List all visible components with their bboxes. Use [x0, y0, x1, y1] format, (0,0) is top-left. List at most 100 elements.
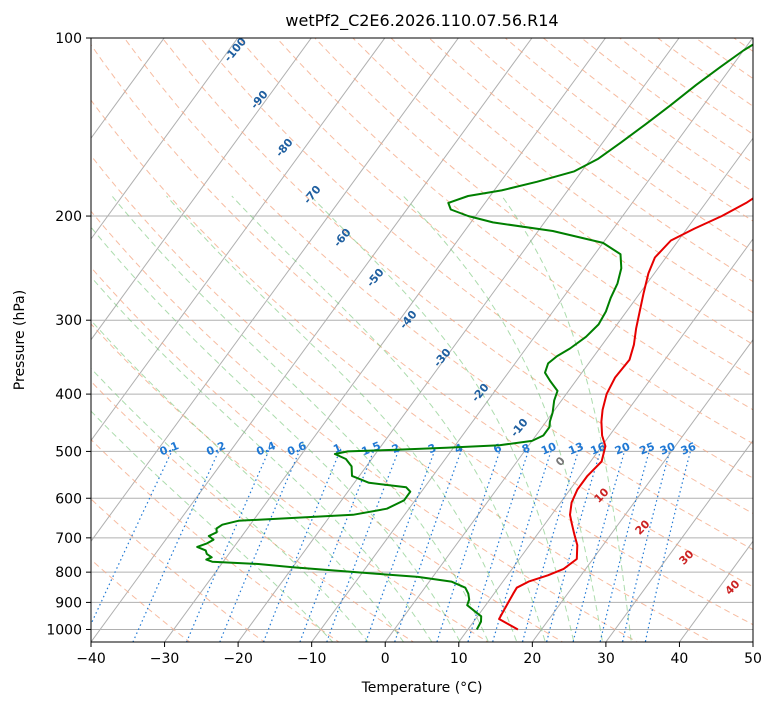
dry-adiabat-line	[91, 323, 489, 642]
mixing-ratio-label: 1	[331, 441, 343, 456]
mixing-ratio-line	[219, 448, 301, 642]
x-axis-label: Temperature (°C)	[361, 680, 483, 696]
x-tick-label: 30	[597, 651, 615, 667]
mixing-ratio-label: 30	[658, 440, 677, 458]
x-tick-label: −40	[76, 651, 106, 667]
dry-adiabat-label: -20	[469, 381, 492, 405]
moist-adiabat-label: 30	[677, 547, 697, 567]
dry-adiabat-line	[504, 38, 753, 222]
dry-adiabat-label: -10	[508, 416, 531, 440]
y-tick-label: 100	[55, 31, 82, 47]
x-tick-label: 40	[671, 651, 689, 667]
dewpoint-profile-line	[196, 43, 753, 630]
dry-adiabat-line	[162, 38, 753, 515]
dry-adiabat-line	[91, 210, 639, 642]
mixing-ratio-line	[572, 448, 626, 642]
dry-adiabat-line	[314, 38, 753, 378]
isotherm-line	[678, 540, 753, 642]
dry-adiabat-label: -100	[221, 35, 249, 65]
x-tick-label: −10	[297, 651, 327, 667]
dry-adiabat-line	[91, 380, 415, 642]
x-tick-label: 50	[744, 651, 762, 667]
moist-adiabat-label: 0	[553, 454, 568, 469]
y-tick-label: 500	[55, 444, 82, 460]
isotherm-line	[237, 38, 680, 642]
dry-adiabat-line	[390, 38, 753, 314]
mixing-ratio-label: 20	[613, 440, 632, 458]
moist-adiabat-line	[91, 367, 369, 642]
mixing-ratio-line	[185, 448, 271, 642]
y-tick-label: 700	[55, 531, 82, 547]
moist-adiabat-line	[402, 195, 604, 642]
y-axis-label: Pressure (hPa)	[12, 290, 28, 390]
moist-adiabat-line	[166, 195, 518, 642]
moist-adiabat-line	[310, 195, 575, 642]
mixing-ratio-label: 0.4	[255, 439, 278, 458]
isotherm-line	[91, 38, 386, 442]
mixing-ratio-line	[436, 448, 502, 642]
isotherm-line	[752, 641, 753, 642]
dry-adiabat-line	[238, 38, 753, 445]
dry-adiabat-label: -40	[397, 308, 420, 332]
y-tick-label: 1000	[46, 622, 82, 638]
y-tick-label: 900	[55, 595, 82, 611]
y-tick-label: 300	[55, 313, 82, 329]
dry-adiabat-line	[276, 38, 753, 411]
isotherm-line	[311, 38, 753, 642]
dry-adiabat-label: -60	[331, 226, 354, 250]
mixing-ratio-label: 2	[390, 441, 402, 456]
isotherm-line	[605, 439, 753, 642]
mixing-ratio-line	[394, 448, 463, 642]
dry-adiabat-line	[657, 38, 753, 107]
isotherm-line	[91, 38, 533, 642]
mixing-ratio-label: 0.2	[205, 439, 228, 458]
y-tick-label: 200	[55, 209, 82, 225]
dry-adiabat-line	[91, 43, 753, 588]
mixing-ratio-label: 6	[492, 441, 504, 456]
mixing-ratio-label: 4	[453, 441, 465, 456]
dry-adiabat-label: -80	[273, 136, 296, 160]
dry-adiabat-label: -30	[431, 346, 454, 370]
isotherm-line	[458, 238, 753, 642]
moist-adiabat-label: 40	[723, 577, 743, 597]
chart-title: wetPf2_C2E6.2026.110.07.56.R14	[285, 11, 558, 31]
moist-adiabat-line	[91, 276, 433, 642]
temperature-profile-line	[498, 197, 753, 631]
dry-adiabat-line	[91, 498, 266, 642]
isotherm-line	[163, 38, 607, 642]
dry-adiabat-line	[733, 38, 753, 52]
moist-adiabat-line	[91, 319, 405, 642]
mixing-ratio-line	[467, 448, 530, 642]
dry-adiabat-line	[695, 38, 753, 80]
mixing-ratio-label: 0.1	[158, 439, 181, 458]
isotherm-line	[91, 38, 165, 140]
mixing-ratio-line	[326, 448, 400, 642]
dry-adiabat-line	[91, 99, 753, 626]
y-tick-label: 400	[55, 387, 82, 403]
plot-frame	[90, 37, 754, 643]
mixing-ratio-label: 0.6	[285, 439, 308, 458]
x-tick-label: −20	[223, 651, 253, 667]
mixing-ratio-label: 10	[539, 440, 558, 458]
isotherm-line	[531, 338, 753, 642]
isotherm-line	[91, 38, 239, 240]
dry-adiabat-line	[91, 266, 564, 642]
moist-adiabat-line	[111, 195, 489, 642]
x-tick-label: −30	[150, 651, 180, 667]
dry-adiabat-line	[91, 558, 191, 642]
mixing-ratio-line	[365, 448, 436, 642]
mixing-ratio-label: 8	[520, 441, 532, 456]
mixing-ratio-line	[262, 448, 342, 642]
dry-adiabat-line	[91, 438, 340, 642]
dry-adiabat-line	[123, 38, 753, 551]
moist-adiabat-line	[91, 410, 334, 642]
moist-adiabat-label: 10	[592, 485, 612, 505]
x-tick-label: 10	[450, 651, 468, 667]
isotherm-line	[91, 38, 459, 543]
mixing-ratio-label: 13	[567, 440, 586, 458]
mixing-ratio-line	[545, 448, 602, 642]
mixing-ratio-label: 25	[638, 440, 657, 458]
mixing-ratio-label: 36	[679, 440, 698, 458]
